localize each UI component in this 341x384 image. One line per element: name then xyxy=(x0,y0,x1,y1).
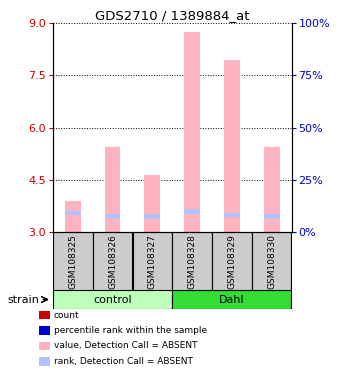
Text: strain: strain xyxy=(8,295,39,305)
Bar xyxy=(212,232,252,290)
Text: percentile rank within the sample: percentile rank within the sample xyxy=(54,326,207,335)
Title: GDS2710 / 1389884_at: GDS2710 / 1389884_at xyxy=(95,9,250,22)
Text: GSM108328: GSM108328 xyxy=(188,234,197,288)
Bar xyxy=(252,232,292,290)
Text: control: control xyxy=(93,295,132,305)
Bar xyxy=(105,214,120,219)
Bar xyxy=(65,201,81,232)
Bar xyxy=(184,32,200,232)
Bar xyxy=(144,175,160,232)
Bar xyxy=(53,232,92,290)
Bar xyxy=(224,60,240,232)
Text: value, Detection Call = ABSENT: value, Detection Call = ABSENT xyxy=(54,341,197,351)
Bar xyxy=(172,290,292,309)
Bar xyxy=(264,214,280,219)
Bar xyxy=(184,209,200,214)
Bar xyxy=(53,290,172,309)
Bar xyxy=(65,211,81,215)
Bar xyxy=(105,147,120,232)
Bar xyxy=(172,232,212,290)
Text: GSM108327: GSM108327 xyxy=(148,234,157,288)
Text: GSM108330: GSM108330 xyxy=(267,233,276,289)
Bar xyxy=(93,232,132,290)
Text: GSM108329: GSM108329 xyxy=(227,234,236,288)
Text: GSM108325: GSM108325 xyxy=(68,234,77,288)
Bar xyxy=(264,147,280,232)
Text: rank, Detection Call = ABSENT: rank, Detection Call = ABSENT xyxy=(54,357,193,366)
Bar xyxy=(224,213,240,217)
Bar xyxy=(144,214,160,219)
Bar xyxy=(133,232,172,290)
Text: Dahl: Dahl xyxy=(219,295,245,305)
Text: count: count xyxy=(54,311,79,320)
Text: GSM108326: GSM108326 xyxy=(108,234,117,288)
